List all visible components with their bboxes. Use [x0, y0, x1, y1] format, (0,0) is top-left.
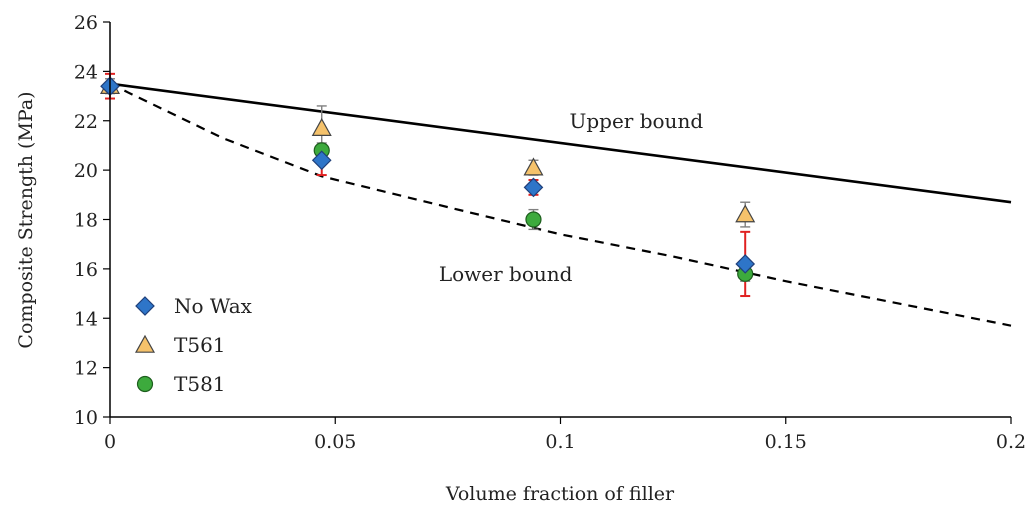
y-tick-label: 12: [74, 358, 98, 380]
y-tick-label: 14: [74, 308, 98, 330]
lower-bound-line: [109, 82, 1012, 327]
x-tick-label: 0.05: [314, 431, 356, 453]
legend: No Wax T561 T581: [134, 294, 253, 396]
markers: [99, 75, 756, 282]
y-tick-label: 18: [74, 210, 98, 232]
y-axis-title: Composite Strength (MPa): [15, 91, 37, 348]
legend-t561-symbol: [134, 334, 156, 353]
y-tick-label: 22: [74, 111, 98, 133]
y-tick-label: 16: [74, 259, 98, 281]
t561-marker: [523, 157, 544, 176]
y-ticks: 10 12 14 16 18 20 22 24 26: [74, 12, 110, 429]
bound-lines: [109, 82, 1012, 327]
legend-t581-symbol: [136, 375, 154, 393]
y-tick-label: 20: [74, 160, 98, 182]
upper-bound-label: Upper bound: [570, 109, 704, 133]
no-wax-marker: [523, 177, 544, 198]
legend-no-wax-symbol: [135, 296, 155, 316]
axes: [109, 22, 1011, 418]
legend-no-wax-label: No Wax: [174, 294, 253, 318]
t581-marker: [525, 211, 542, 228]
errorbars: [105, 72, 751, 298]
bound-annotations: Upper bound Lower bound: [439, 109, 703, 286]
legend-t581-label: T581: [174, 372, 226, 396]
x-tick-label: 0.2: [996, 431, 1026, 453]
no-wax-marker: [311, 150, 332, 171]
legend-t561-label: T561: [174, 333, 226, 357]
x-tick-label: 0.1: [545, 431, 575, 453]
y-tick-label: 26: [74, 12, 98, 34]
no-wax-marker: [735, 254, 756, 274]
x-ticks: 0 0.05 0.1 0.15 0.2: [104, 417, 1026, 453]
upper-bound-line: [109, 82, 1012, 204]
lower-bound-label: Lower bound: [439, 262, 573, 286]
y-tick-label: 24: [74, 61, 98, 83]
x-tick-label: 0.15: [765, 431, 807, 453]
x-tick-label: 0: [104, 431, 116, 453]
y-tick-label: 10: [74, 407, 98, 429]
x-axis-title: Volume fraction of filler: [445, 483, 675, 505]
t561-marker: [735, 204, 756, 223]
t561-marker: [311, 117, 332, 136]
